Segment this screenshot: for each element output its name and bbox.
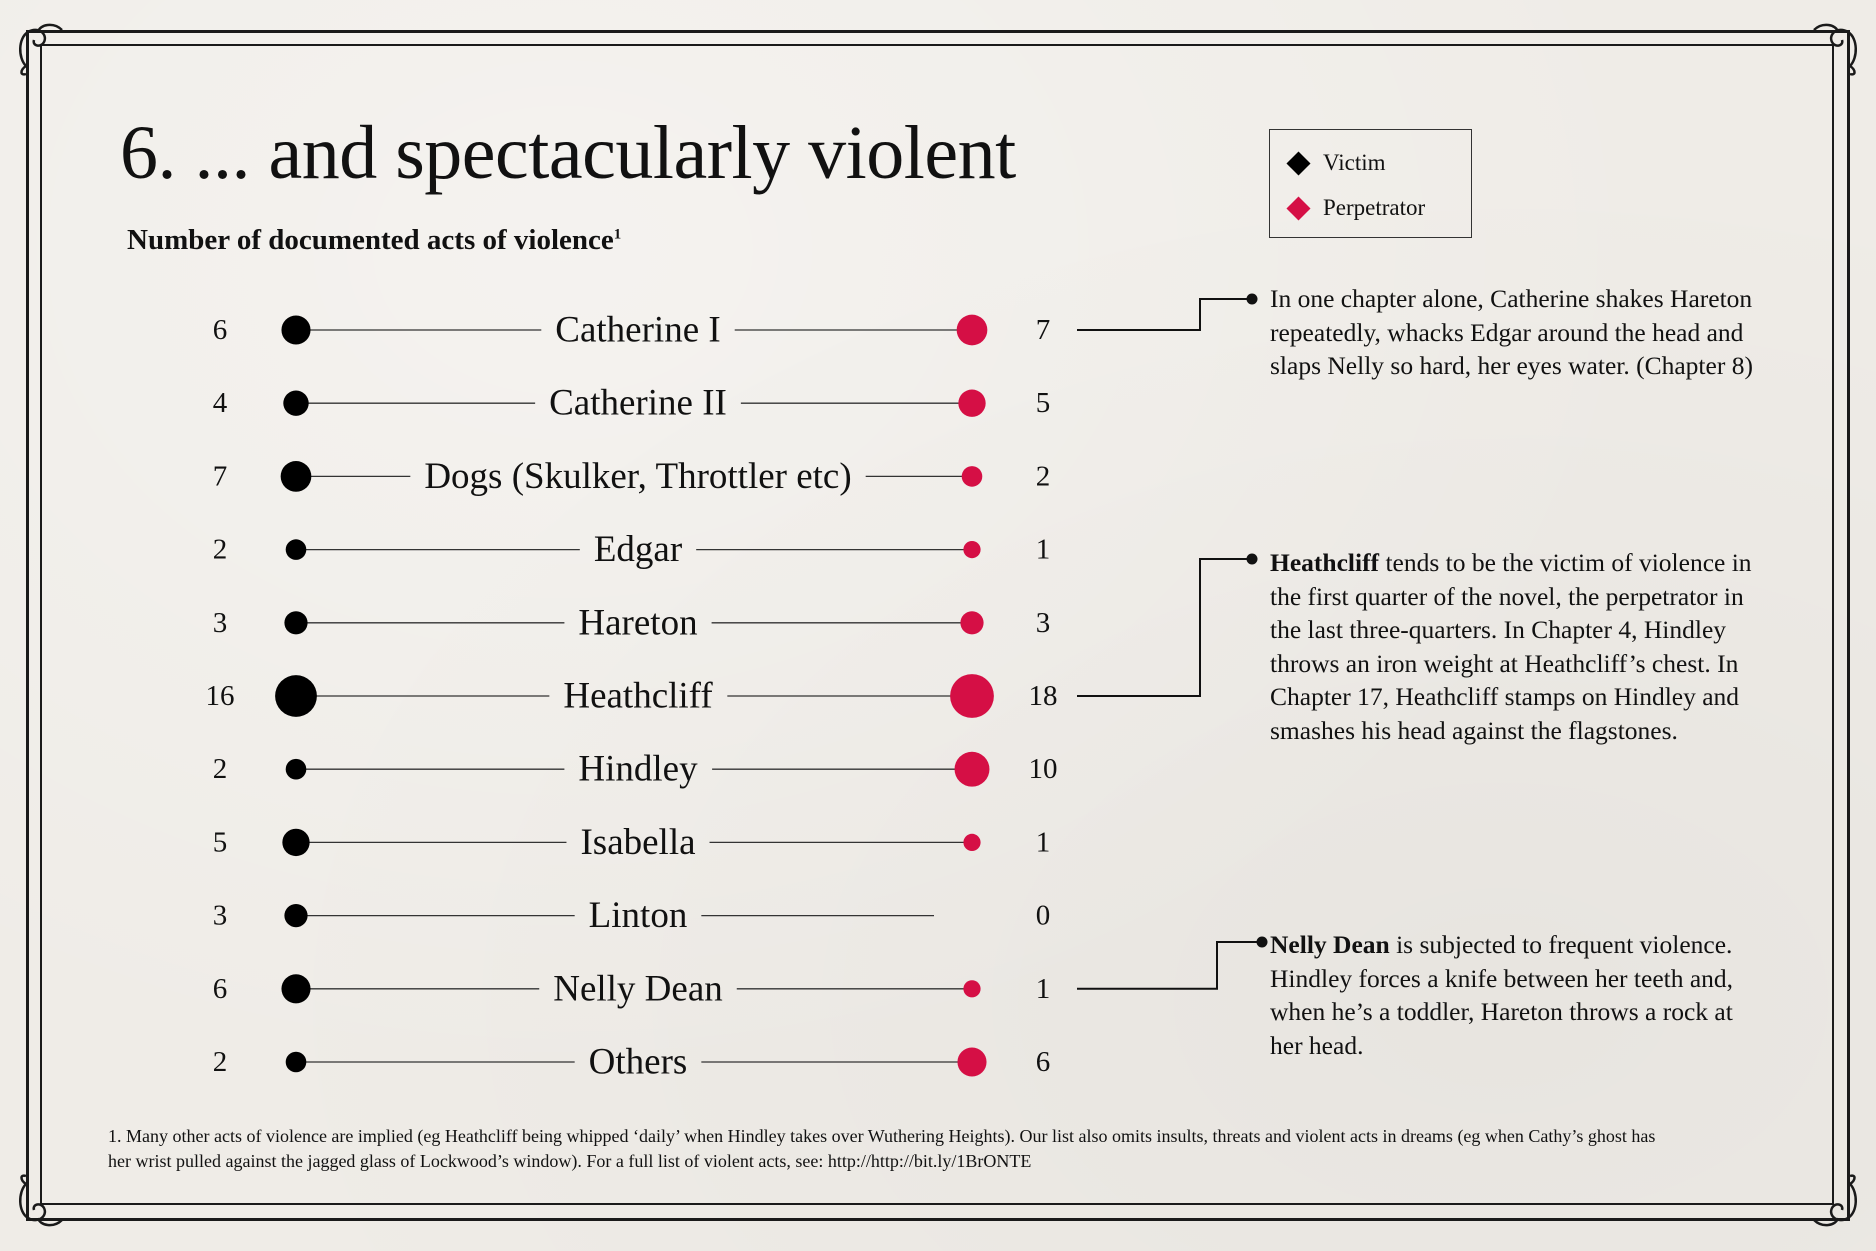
annotation-leader-line: [1077, 298, 1252, 331]
perpetrator-value-label: 1: [1036, 973, 1051, 1005]
victim-value-label: 3: [213, 607, 228, 639]
perpetrator-value-label: 7: [1036, 314, 1051, 346]
victim-value-label: 7: [213, 460, 228, 492]
victim-dot: [285, 1051, 307, 1073]
annotation-leader-line: [1077, 941, 1262, 990]
victim-dot: [284, 903, 308, 928]
category-label: Isabella: [580, 822, 695, 863]
perpetrator-value-label: 1: [1036, 826, 1051, 858]
annotation-leader-line: [1077, 558, 1252, 697]
victim-value-label: 6: [213, 314, 228, 346]
victim-value-label: 16: [206, 680, 235, 712]
annotation-bold: Nelly Dean: [1270, 930, 1390, 959]
corner-ornament-icon: [19, 1174, 63, 1227]
legend-item-perpetrator: Perpetrator: [1286, 193, 1425, 223]
victim-dot: [284, 611, 308, 635]
victim-dot: [285, 539, 307, 560]
category-label: Heathcliff: [563, 676, 713, 717]
category-label: Linton: [589, 895, 688, 936]
category-label: Nelly Dean: [553, 968, 723, 1009]
category-label: Catherine II: [549, 383, 727, 424]
annotation-leader-dot: [1256, 936, 1268, 948]
annotation-text: tends to be the victim of violence in th…: [1270, 548, 1752, 745]
legend-label-victim: Victim: [1323, 150, 1386, 175]
annotation-text: In one chapter alone, Catherine shakes H…: [1270, 284, 1753, 380]
legend-label-perpetrator: Perpetrator: [1323, 195, 1426, 220]
perpetrator-value-label: 0: [1036, 900, 1051, 932]
perpetrator-dot: [956, 314, 988, 346]
category-label: Dogs (Skulker, Throttler etc): [424, 456, 851, 497]
corner-ornament-icon: [1813, 1174, 1857, 1227]
category-label: Hareton: [578, 602, 697, 643]
annotation-catherine: In one chapter alone, Catherine shakes H…: [1270, 282, 1770, 383]
victim-value-label: 2: [213, 753, 228, 785]
chart-subtitle: Number of documented acts of violence1: [127, 224, 621, 257]
victim-value-label: 6: [213, 973, 228, 1005]
annotation-leader-dot: [1246, 293, 1258, 305]
footnote: 1. Many other acts of violence are impli…: [108, 1126, 1656, 1171]
victim-value-label: 2: [213, 534, 228, 566]
perpetrator-dot: [957, 1047, 987, 1077]
victim-dot: [281, 315, 311, 345]
perpetrator-dot: [961, 466, 983, 487]
perpetrator-value-label: 1: [1036, 534, 1051, 566]
chart-title: 6. ... and spectacularly violent: [120, 111, 1016, 195]
perpetrator-value-label: 10: [1029, 753, 1058, 785]
perpetrator-value-label: 18: [1029, 680, 1058, 712]
victim-dot: [275, 675, 317, 717]
victim-dot: [280, 461, 312, 492]
annotation-bold: Heathcliff: [1270, 548, 1380, 577]
annotation-nelly-dean: Nelly Dean is subjected to frequent viol…: [1270, 928, 1770, 1062]
perpetrator-value-label: 6: [1036, 1046, 1051, 1078]
victim-dot: [283, 390, 309, 416]
subtitle-text: Number of documented acts of violence: [127, 224, 614, 256]
victim-dot: [281, 974, 311, 1004]
perpetrator-dot: [950, 674, 994, 718]
legend-item-victim: Victim: [1286, 148, 1386, 178]
perpetrator-dot: [960, 611, 984, 635]
corner-ornament-icon: [19, 23, 63, 76]
category-label: Others: [589, 1042, 688, 1083]
perpetrator-dot: [958, 389, 986, 417]
victim-value-label: 3: [213, 900, 228, 932]
perpetrator-value-label: 3: [1036, 607, 1051, 639]
annotation-text: is subjected to frequent violence. Hindl…: [1270, 930, 1734, 1060]
annotation-leader-dot: [1246, 553, 1258, 565]
legend: Victim Perpetrator: [1269, 129, 1472, 238]
perpetrator-dot: [954, 751, 990, 787]
category-label: Edgar: [594, 529, 682, 570]
corner-ornament-icon: [1813, 23, 1857, 76]
category-label: Catherine I: [555, 310, 720, 351]
footnote-marker: 1: [613, 226, 622, 243]
victim-dot: [282, 828, 310, 857]
victim-dot: [285, 758, 307, 780]
category-label: Hindley: [578, 749, 698, 790]
victim-value-label: 2: [213, 1046, 228, 1078]
victim-value-label: 4: [213, 387, 228, 419]
perpetrator-dot: [963, 980, 981, 998]
perpetrator-dot: [963, 541, 981, 559]
perpetrator-dot: [963, 833, 981, 852]
perpetrator-value-label: 2: [1036, 460, 1051, 492]
annotation-heathcliff: Heathcliff tends to be the victim of vio…: [1270, 546, 1770, 747]
perpetrator-value-label: 5: [1036, 387, 1051, 419]
victim-value-label: 5: [213, 826, 228, 858]
